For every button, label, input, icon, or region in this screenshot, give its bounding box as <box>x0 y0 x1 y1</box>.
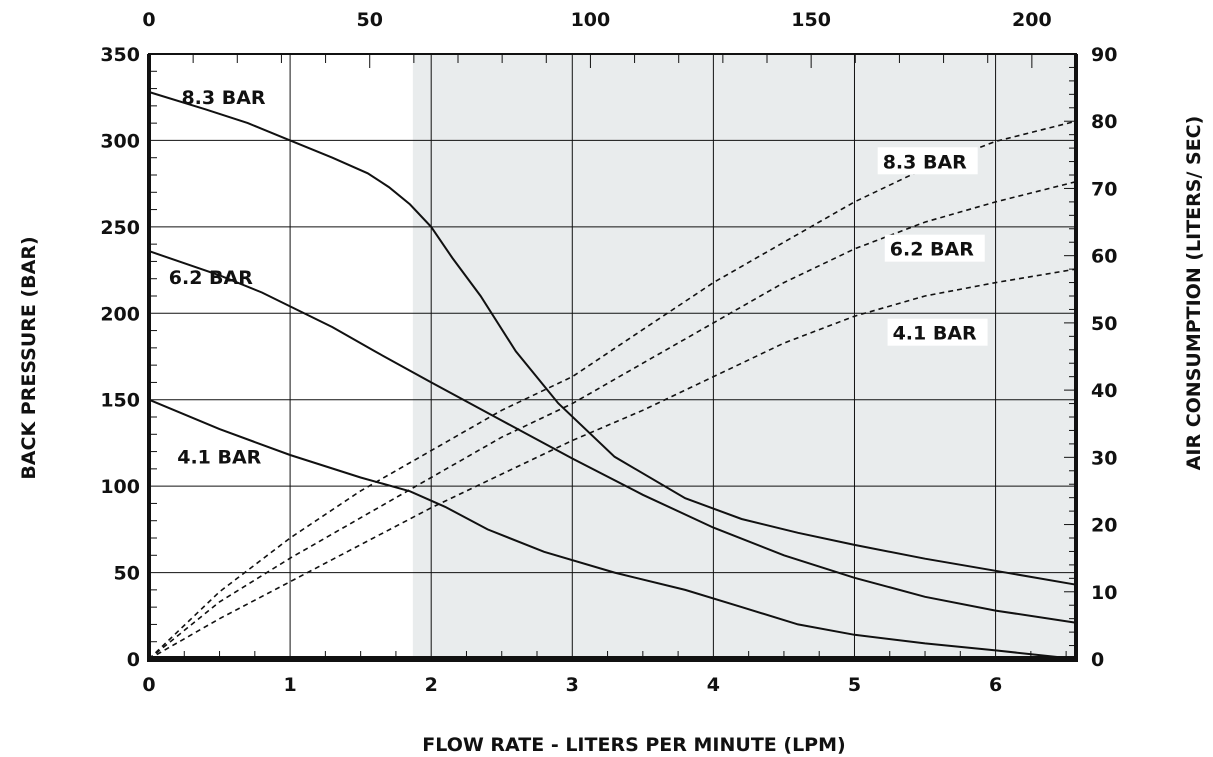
air-curve-83 <box>148 120 1077 660</box>
x-tick-label-bottom: 6 <box>989 674 1002 696</box>
x-tick-label-bottom: 3 <box>566 674 579 696</box>
air-curve-label: 6.2 BAR <box>890 239 974 261</box>
y-tick-label-right: 90 <box>1091 44 1117 66</box>
tick-marks <box>147 54 1078 662</box>
y-tick-label-right: 20 <box>1091 515 1117 537</box>
pressure-curve-label: 6.2 BAR <box>169 267 253 289</box>
y-tick-label-right: 10 <box>1091 582 1117 604</box>
x-tick-label-top: 200 <box>1012 9 1052 31</box>
y-tick-label-left: 50 <box>114 563 140 585</box>
air-consumption-curves <box>148 120 1077 660</box>
x-tick-label-top: 150 <box>791 9 831 31</box>
y-tick-label-left: 200 <box>100 303 140 325</box>
tick-labels: 0 1 2 3 4 5 60 50 100 150 200050100150200250300350… <box>100 9 1117 696</box>
y-tick-label-left: 0 <box>127 649 140 671</box>
y-tick-label-left: 100 <box>100 476 140 498</box>
x-tick-label-top: 0 <box>142 9 155 31</box>
y-tick-label-left: 250 <box>100 217 140 239</box>
y-tick-label-right: 0 <box>1091 649 1104 671</box>
air-curve-label: 8.3 BAR <box>883 151 967 173</box>
back-pressure-curves <box>148 91 1077 660</box>
grid-lines <box>149 54 1076 659</box>
curve-labels: 8.3 BAR 6.2 BAR 4.1 BAR 8.3 BAR 6.2 BAR 4.1 B… <box>169 87 988 469</box>
x-tick-label-bottom: 5 <box>848 674 861 696</box>
y-axis-left-title: BACK PRESSURE (BAR) <box>18 236 40 479</box>
y-tick-label-right: 30 <box>1091 447 1117 469</box>
air-curve-label: 4.1 BAR <box>893 323 977 345</box>
y-tick-label-right: 60 <box>1091 246 1117 268</box>
pressure-curve-label: 4.1 BAR <box>177 447 261 469</box>
y-tick-label-left: 150 <box>100 390 140 412</box>
y-tick-label-left: 350 <box>100 44 140 66</box>
y-tick-label-right: 40 <box>1091 380 1117 402</box>
curve-label-background <box>877 147 978 175</box>
x-tick-label-bottom: 4 <box>707 674 720 696</box>
x-tick-label-top: 100 <box>571 9 611 31</box>
y-tick-label-left: 300 <box>100 130 140 152</box>
x-tick-label-bottom: 0 <box>142 674 155 696</box>
y-axis-right-title: AIR CONSUMPTION (LITERS/ SEC) <box>1183 116 1205 471</box>
y-tick-label-right: 80 <box>1091 111 1117 133</box>
curve-label-background <box>884 234 985 262</box>
x-tick-label-bottom: 2 <box>425 674 438 696</box>
pressure-curve-83 <box>148 91 1077 586</box>
x-axis-title: FLOW RATE - LITERS PER MINUTE (LPM) <box>422 734 845 756</box>
pressure-curve-62 <box>148 250 1077 624</box>
x-tick-label-bottom: 1 <box>283 674 296 696</box>
pressure-curve-label: 8.3 BAR <box>181 87 265 109</box>
air-curve-41 <box>148 268 1077 660</box>
x-tick-label-top: 50 <box>356 9 382 31</box>
y-tick-label-right: 50 <box>1091 313 1117 335</box>
curve-label-background <box>887 318 988 346</box>
y-tick-label-right: 70 <box>1091 178 1117 200</box>
pressure-curve-41 <box>148 398 1077 660</box>
